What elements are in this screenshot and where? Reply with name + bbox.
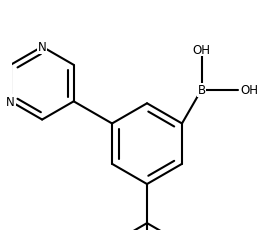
Text: N: N (38, 41, 47, 54)
Text: N: N (6, 95, 15, 108)
Text: B: B (198, 84, 206, 97)
Text: OH: OH (192, 44, 211, 57)
Text: OH: OH (241, 84, 259, 97)
